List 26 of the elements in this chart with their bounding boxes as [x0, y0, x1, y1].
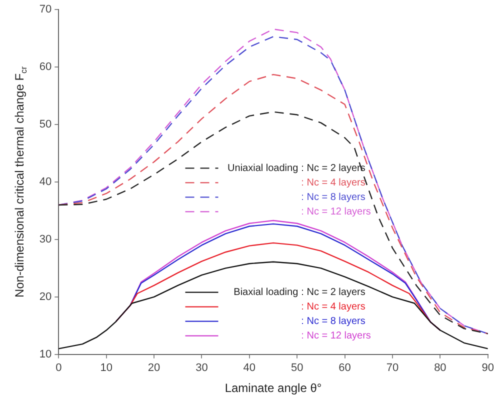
y-tick-label: 60 [39, 61, 52, 74]
series-label: : Nc = 4 layers [301, 177, 366, 188]
x-tick-label: 40 [243, 362, 256, 374]
x-tick-label: 10 [100, 362, 112, 374]
series-label: : Nc = 12 layers [301, 206, 371, 218]
x-tick-label: 90 [482, 362, 494, 374]
text: : Nc = 12 layers [301, 330, 371, 342]
text: : Nc = 4 layers [301, 302, 366, 313]
legend-label: Biaxial loading : Nc = 2 layers [234, 287, 366, 298]
y-tick-label: 40 [39, 176, 52, 188]
x-tick-label: 50 [290, 362, 304, 374]
x-tick-label: 0 [56, 362, 62, 374]
y-tick-label: 20 [39, 290, 52, 303]
x-tick-label: 60 [338, 362, 351, 374]
y-tick-label: 70 [39, 4, 52, 16]
text: : Nc = 8 layers [301, 316, 366, 328]
y-axis-title: Non-dimensional critical thermal change Fcr [12, 66, 29, 298]
x-axis-title: Laminate angle θ° [224, 381, 322, 396]
y-tick-label: 50 [39, 118, 52, 131]
y-tick-label: 30 [39, 234, 52, 246]
x-tick-label: 80 [434, 362, 446, 374]
x-tick-label: 70 [386, 362, 399, 374]
y-tick-label: 10 [39, 348, 52, 360]
x-tick-label: 30 [196, 362, 208, 374]
x-tick-label: 20 [148, 362, 160, 374]
series-label: : Nc = 8 layers [301, 192, 366, 203]
